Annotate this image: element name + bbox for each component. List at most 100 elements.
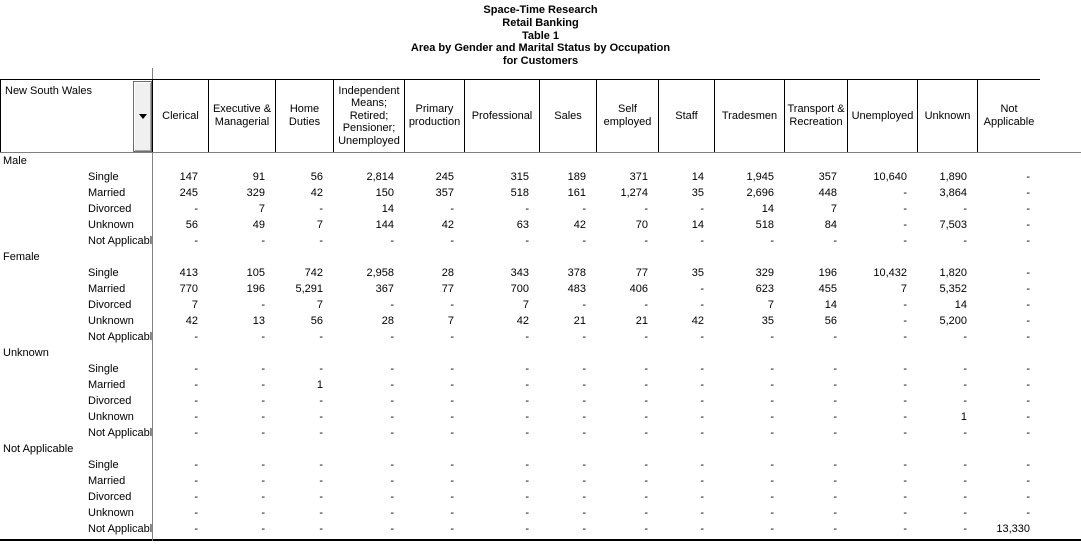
data-cell: - [833, 490, 837, 503]
data-cell: - [390, 330, 394, 343]
data-cell: - [700, 202, 704, 215]
data-cell: - [700, 282, 704, 295]
data-cell: 7 [830, 202, 837, 215]
area-dropdown-button[interactable] [133, 80, 152, 152]
data-cell: - [525, 474, 529, 487]
data-cell: - [1026, 490, 1030, 503]
data-cell: 357 [818, 170, 837, 183]
data-cell: - [770, 426, 774, 439]
data-cell: - [261, 362, 265, 375]
header-row: New South Wales Clerical Executive & Mana… [0, 78, 1081, 153]
data-cell: 35 [691, 266, 704, 279]
data-cell: - [770, 522, 774, 535]
data-cell: 2,696 [746, 186, 774, 199]
table-row: Divorced - - - - - - - - - - - - - - [0, 393, 1081, 409]
data-cell [333, 153, 404, 169]
data-cell: 84 [824, 218, 837, 231]
data-cell [539, 345, 596, 361]
data-cell: - [1026, 266, 1030, 279]
data-cell [658, 249, 714, 265]
data-cell: 189 [567, 170, 586, 183]
data-cell [208, 441, 275, 457]
data-cell: 14 [954, 298, 967, 311]
data-cell: - [450, 474, 454, 487]
data-cell: - [525, 490, 529, 503]
data-cell: 42 [691, 314, 704, 327]
data-cell: - [390, 362, 394, 375]
data-cell: 7 [447, 314, 454, 327]
data-cell: 56 [310, 314, 323, 327]
header-cells: Clerical Executive & Managerial Home Dutie… [152, 78, 1040, 152]
data-cell [275, 249, 333, 265]
data-cell: - [963, 362, 967, 375]
data-cell: 1,820 [939, 266, 967, 279]
title-line: for Customers [502, 55, 579, 68]
data-cell: - [525, 362, 529, 375]
data-cell [977, 153, 1040, 169]
data-cell [917, 153, 977, 169]
data-cell: - [963, 330, 967, 343]
data-cell: - [903, 490, 907, 503]
data-cell: 28 [381, 314, 394, 327]
data-cell: - [833, 410, 837, 423]
data-cell: - [525, 506, 529, 519]
data-cell: - [194, 522, 198, 535]
data-cell: - [450, 330, 454, 343]
table-row: Divorced - - - - - - - - - - - - - - [0, 489, 1081, 505]
data-cell: 63 [516, 218, 529, 231]
data-cell: - [450, 362, 454, 375]
data-cell [784, 441, 847, 457]
data-cell: 150 [375, 186, 394, 199]
table-row: Not Applicable - - - - - - - - - - - - - - [0, 425, 1081, 441]
data-cell: - [903, 298, 907, 311]
data-cell [977, 249, 1040, 265]
data-cell: 56 [824, 314, 837, 327]
data-cell [153, 249, 208, 265]
data-cell [275, 153, 333, 169]
data-cell: - [963, 234, 967, 247]
data-cell: - [319, 522, 323, 535]
data-cell: 378 [567, 266, 586, 279]
data-cell: - [770, 394, 774, 407]
data-cell: - [194, 202, 198, 215]
data-cell [596, 153, 658, 169]
data-cell: 49 [252, 218, 265, 231]
data-cell: 1 [316, 378, 323, 391]
data-cell: - [390, 234, 394, 247]
row-label: Unknown [88, 218, 134, 231]
data-cell [208, 153, 275, 169]
data-cell: - [700, 458, 704, 471]
data-cell: 70 [635, 218, 648, 231]
data-cell: - [644, 298, 648, 311]
data-cell: 144 [375, 218, 394, 231]
data-cell: 7 [767, 298, 774, 311]
data-cell: - [390, 410, 394, 423]
table-row: Divorced 7 - 7 - - 7 - - - 7 14 - 14 - [0, 297, 1081, 313]
data-cell: - [644, 378, 648, 391]
data-cell: - [319, 410, 323, 423]
data-cell: - [194, 394, 198, 407]
data-cell: - [644, 362, 648, 375]
data-cell: - [261, 378, 265, 391]
table-row: Not Applicable [0, 441, 1081, 457]
data-cell: - [1026, 218, 1030, 231]
row-label: Single [88, 362, 119, 375]
data-cell [658, 153, 714, 169]
data-cell: 10,432 [873, 266, 907, 279]
data-cell: - [700, 522, 704, 535]
table-row: Divorced - 7 - 14 - - - - - 14 7 - - - [0, 201, 1081, 217]
table-row: Single 413 105 742 2,958 28 343 378 77 35 329 196 10… [0, 265, 1081, 281]
data-cell: 42 [516, 314, 529, 327]
data-cell: - [903, 314, 907, 327]
data-cell: - [770, 474, 774, 487]
data-cell: - [582, 410, 586, 423]
data-cell: - [700, 378, 704, 391]
data-cell: - [261, 298, 265, 311]
data-cell [714, 441, 784, 457]
data-cell: - [582, 298, 586, 311]
data-cell: - [390, 378, 394, 391]
data-cell [208, 345, 275, 361]
data-cell: - [194, 506, 198, 519]
data-cell: - [582, 234, 586, 247]
data-cell [847, 345, 917, 361]
